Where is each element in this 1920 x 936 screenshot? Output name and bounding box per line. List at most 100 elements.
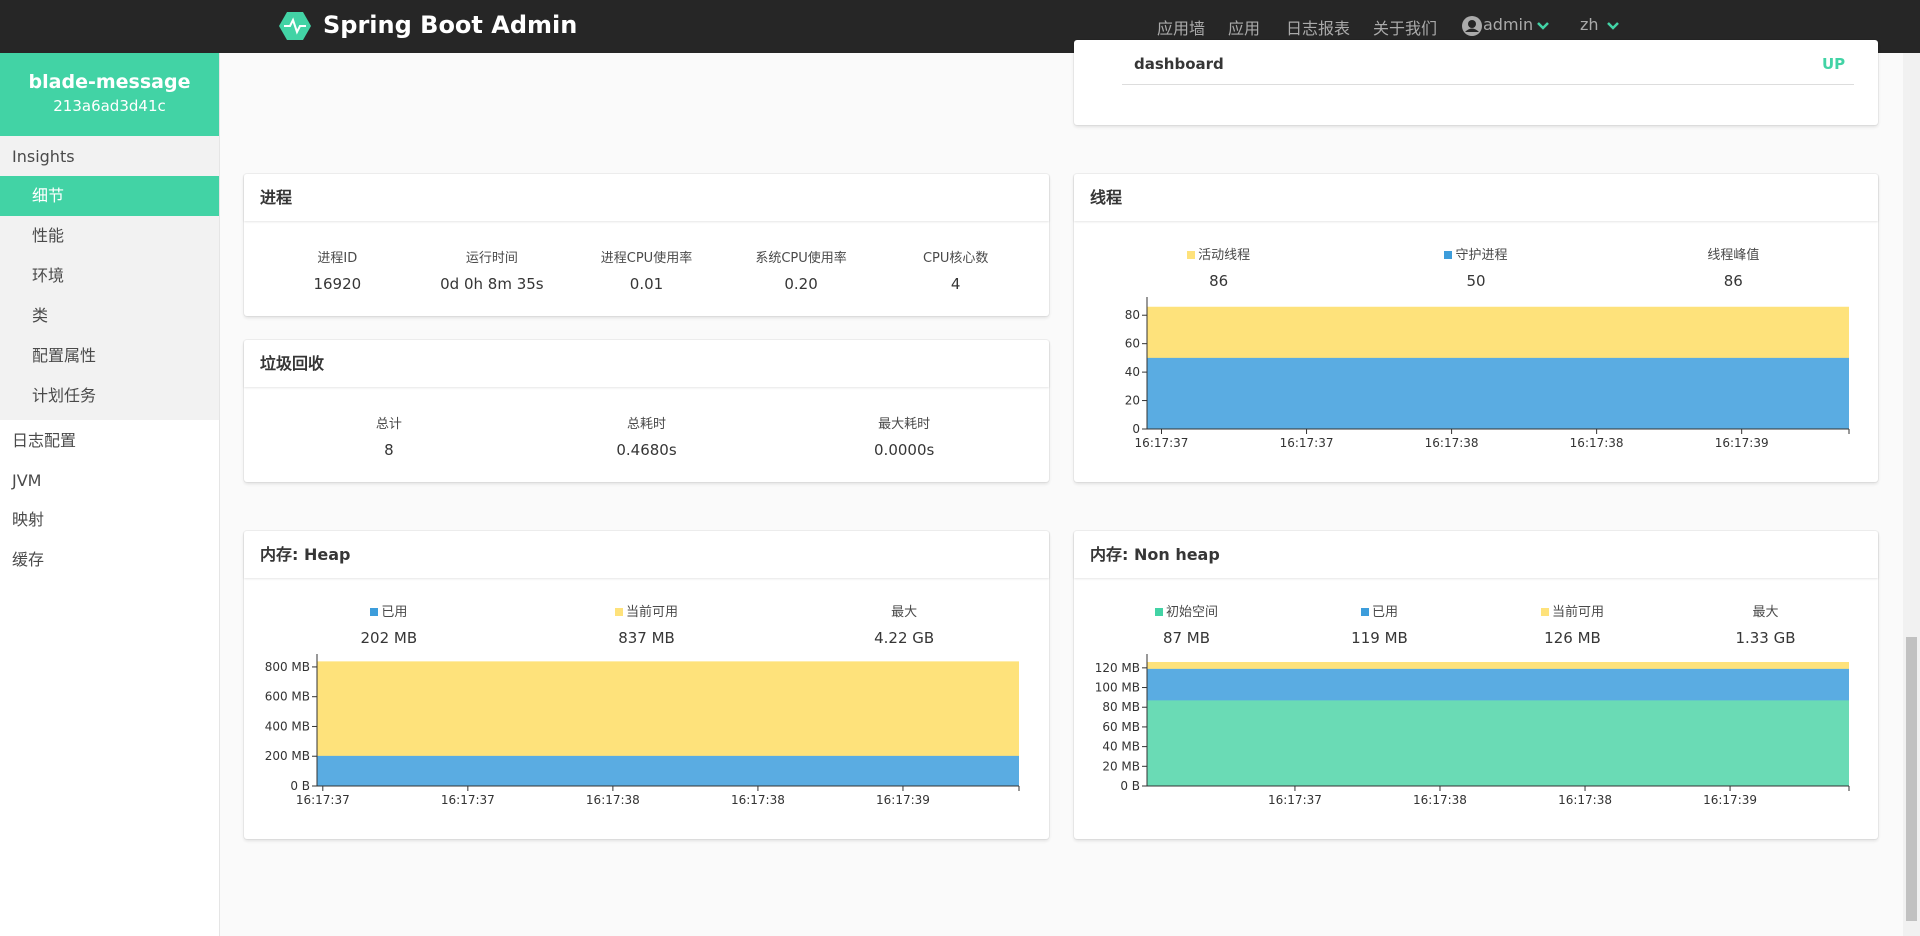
stat-label-text: 当前可用	[1552, 605, 1604, 620]
x-tick-label: 16:17:37	[1280, 436, 1334, 450]
stat-label-text: 最大	[1752, 605, 1778, 620]
process-card: 进程进程ID16920运行时间0d 0h 8m 35s进程CPU使用率0.01系…	[244, 174, 1049, 316]
x-tick-label: 16:17:38	[1425, 436, 1479, 450]
stat-label: 当前可用	[518, 601, 776, 620]
sidebar: blade-message 213a6ad3d41c Insights 日志配置…	[0, 53, 220, 936]
x-tick-label: 16:17:39	[1703, 793, 1757, 807]
stat-value: 50	[1347, 272, 1604, 290]
x-tick-label: 16:17:37	[296, 793, 350, 807]
stats: 总计8 总耗时 0.4680s最大耗时0.0000s	[260, 413, 1033, 459]
nav-item[interactable]: 类	[0, 296, 251, 336]
nav-item[interactable]: 计划任务	[0, 376, 251, 416]
user-menu[interactable]: admin	[1483, 15, 1533, 34]
stat-label: 总耗时	[518, 413, 776, 432]
stat-label: CPU核心数	[878, 247, 1033, 266]
stat-label: 已用	[260, 601, 518, 620]
stat-label-text: 初始空间	[1166, 605, 1218, 620]
area	[317, 756, 1019, 786]
x-tick-label: 16:17:38	[1413, 793, 1467, 807]
app-name: blade-message	[0, 71, 219, 93]
chart: 0 B200 MB400 MB600 MB800 MB16:17:3716:17…	[244, 650, 1048, 815]
y-tick-label: 20 MB	[1102, 759, 1140, 773]
nav-item[interactable]: 环境	[0, 256, 251, 296]
nav-item[interactable]: 配置属性	[0, 336, 251, 376]
stat-label-text: 已用	[1372, 605, 1398, 620]
scroll-thumb[interactable]	[1906, 637, 1917, 921]
stat-label: 进程CPU使用率	[569, 247, 724, 266]
scrollbar[interactable]	[1903, 53, 1920, 936]
threads-card: 线程活动线程86守护进程50线程峰值8602040608016:17:3716:…	[1074, 174, 1878, 482]
legend-swatch	[1187, 251, 1195, 259]
nav-link[interactable]: 应用	[1228, 15, 1260, 39]
section-label[interactable]: Insights	[0, 137, 231, 177]
stat-label-text: 已用	[381, 605, 407, 620]
stat: 当前可用 837 MB	[518, 601, 776, 647]
stat: 活动线程 86	[1090, 244, 1347, 290]
legend-swatch	[370, 608, 378, 616]
stat: 当前可用126 MB	[1476, 601, 1669, 647]
stat-label: 已用	[1283, 601, 1476, 620]
stat: 总计8	[260, 413, 518, 459]
stat-value: 86	[1605, 272, 1862, 290]
stat-label-text: 运行时间	[466, 251, 518, 266]
y-tick-label: 80 MB	[1102, 700, 1140, 714]
stat-label: 最大耗时	[775, 413, 1033, 432]
instance-id: 213a6ad3d41c	[0, 97, 219, 115]
stat-value: 16920	[260, 275, 415, 293]
x-tick-label: 16:17:38	[586, 793, 640, 807]
stat-value: 87 MB	[1090, 629, 1283, 647]
stat: 总耗时 0.4680s	[518, 413, 776, 459]
nav-item[interactable]: 日志配置	[0, 421, 231, 461]
stat-label-text: 系统CPU使用率	[755, 251, 846, 266]
y-tick-label: 60 MB	[1102, 720, 1140, 734]
nav-item[interactable]: 缓存	[0, 540, 231, 580]
nav-link[interactable]: 关于我们	[1373, 15, 1437, 39]
nonheap-card: 内存: Non heap初始空间87 MB已用119 MB当前可用126 MB最…	[1074, 531, 1878, 839]
nav-item[interactable]: 细节	[0, 176, 219, 216]
x-tick-label: 16:17:38	[1558, 793, 1612, 807]
card-title: 线程	[1074, 174, 1878, 221]
card-title: 内存: Non heap	[1074, 531, 1878, 578]
stat-value: 86	[1090, 272, 1347, 290]
y-tick-label: 800 MB	[265, 660, 310, 674]
stat-value: 837 MB	[518, 629, 776, 647]
stat-label-text: 进程ID	[317, 251, 357, 266]
nav-item[interactable]: 映射	[0, 500, 231, 540]
stat-value: 0.4680s	[518, 441, 776, 459]
stat-label: 活动线程	[1090, 244, 1347, 263]
nav-link[interactable]: 日志报表	[1286, 15, 1350, 39]
stat-label: 守护进程	[1347, 244, 1604, 263]
chart: 0 B20 MB40 MB60 MB80 MB100 MB120 MB16:17…	[1074, 650, 1878, 815]
stat-label-text: 当前可用	[626, 605, 678, 620]
card-title: 垃圾回收	[244, 340, 1049, 387]
y-tick-label: 40	[1125, 365, 1140, 379]
stat-value: 8	[260, 441, 518, 459]
x-tick-label: 16:17:37	[441, 793, 495, 807]
x-tick-label: 16:17:38	[1570, 436, 1624, 450]
stat-label: 线程峰值	[1605, 244, 1862, 263]
legend-swatch	[1541, 608, 1549, 616]
brand-icon	[279, 11, 311, 41]
chevron	[1536, 21, 1550, 31]
y-tick-label: 0	[1132, 422, 1140, 436]
card-title: 进程	[244, 174, 1049, 221]
nav-item[interactable]: JVM	[0, 461, 231, 501]
y-tick-label: 0 B	[1120, 779, 1140, 793]
chart: 02040608016:17:3716:17:3716:17:3816:17:3…	[1074, 293, 1878, 458]
stat-label: 运行时间	[415, 247, 570, 266]
health-name: dashboard	[1134, 55, 1224, 73]
nav-item[interactable]: 性能	[0, 216, 251, 256]
stat-label: 系统CPU使用率	[724, 247, 879, 266]
nav-link[interactable]: 应用墙	[1157, 15, 1205, 39]
legend-swatch	[1155, 608, 1163, 616]
stat: 最大耗时0.0000s	[775, 413, 1033, 459]
brand[interactable]: Spring Boot Admin	[323, 11, 577, 39]
x-tick-label: 16:17:39	[876, 793, 930, 807]
user-icon	[1462, 16, 1482, 36]
stat-label-text: 最大	[891, 605, 917, 620]
stat-label-text: 总耗时	[627, 417, 666, 432]
lang-menu[interactable]: zh	[1580, 15, 1599, 34]
stats: 进程ID16920运行时间0d 0h 8m 35s进程CPU使用率0.01系统C…	[260, 247, 1033, 293]
x-tick-label: 16:17:37	[1268, 793, 1322, 807]
area	[1147, 700, 1849, 786]
